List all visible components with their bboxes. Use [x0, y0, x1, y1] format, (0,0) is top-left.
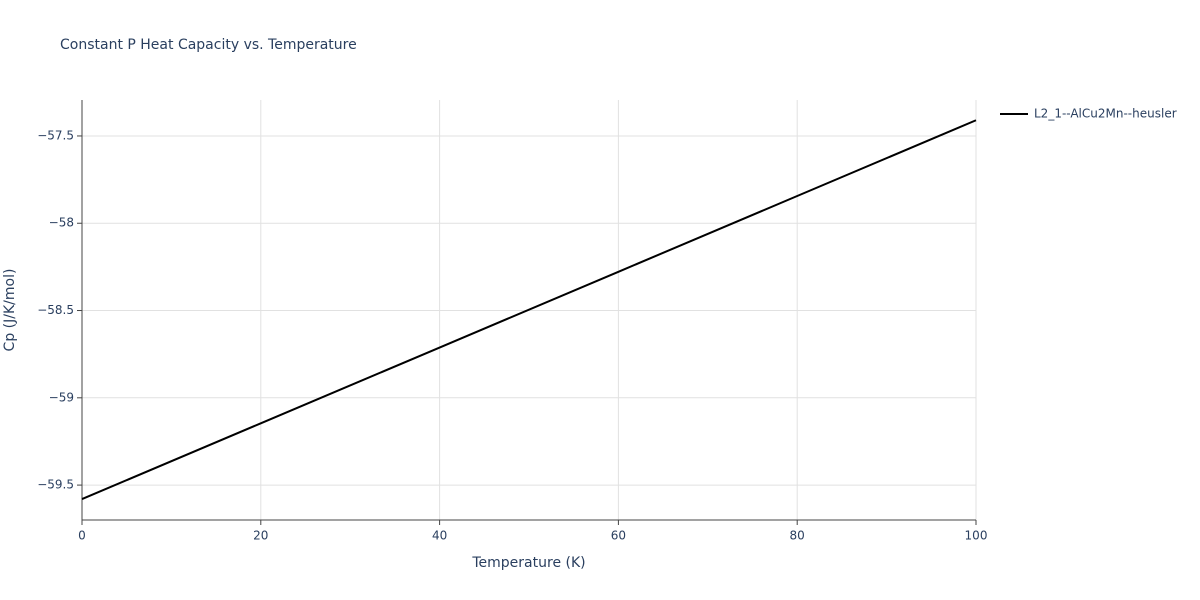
x-tick-label: 60: [611, 529, 626, 543]
y-axis-label: Cp (J/K/mol): [2, 269, 18, 352]
y-tick-label: −59.5: [37, 478, 74, 492]
y-tick-label: −58.5: [37, 303, 74, 317]
legend-label: L2_1--AlCu2Mn--heusler: [1034, 107, 1177, 121]
x-tick-label: 40: [432, 529, 447, 543]
x-tick-label: 0: [78, 529, 86, 543]
y-tick-label: −57.5: [37, 128, 74, 142]
x-tick-label: 20: [253, 529, 268, 543]
y-tick-label: −59: [49, 390, 74, 404]
data-line: [81, 119, 977, 500]
x-tick-label: 100: [965, 529, 988, 543]
y-tick-label: −58: [49, 216, 74, 230]
chart-title: Constant P Heat Capacity vs. Temperature: [60, 37, 357, 53]
x-axis-label: Temperature (K): [471, 555, 585, 571]
x-tick-label: 80: [790, 529, 805, 543]
